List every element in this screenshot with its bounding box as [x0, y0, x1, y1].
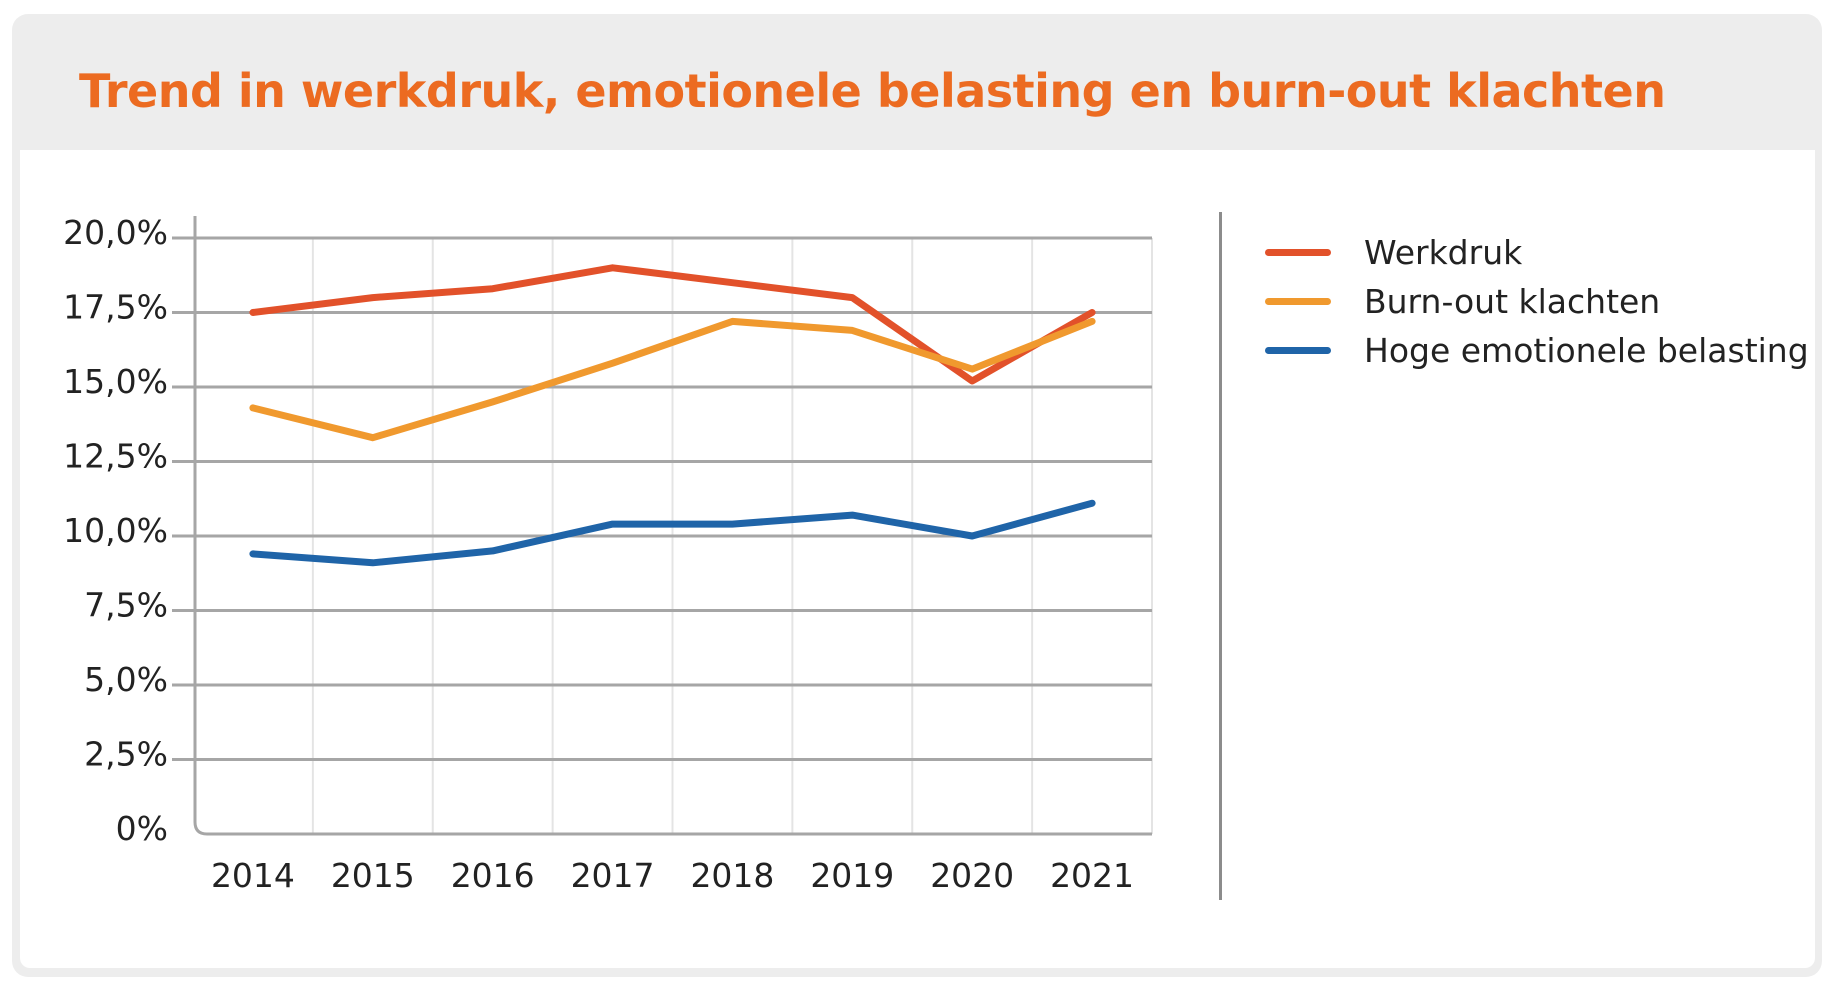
legend-item-burn-out-klachten: Burn-out klachten — [1265, 277, 1809, 326]
series-line-burn-out-klachten — [249, 317, 1096, 442]
x-tick-label: 2015 — [331, 856, 415, 895]
legend-swatch-hoge-emotionele-belasting — [1265, 347, 1331, 354]
series-line-hoge-emotionele-belasting — [249, 499, 1096, 567]
y-tick-label: 17,5% — [63, 288, 168, 327]
y-tick-label: 15,0% — [63, 362, 168, 401]
y-tick-label: 20,0% — [63, 213, 168, 252]
y-tick-label: 2,5% — [84, 735, 168, 774]
x-tick-label: 2016 — [451, 856, 535, 895]
legend-divider — [1219, 212, 1222, 900]
chart-title: Trend in werkdruk, emotionele belasting … — [79, 64, 1666, 118]
legend-swatch-burn-out-klachten — [1265, 298, 1331, 305]
legend-label-hoge-emotionele-belasting: Hoge emotionele belasting — [1364, 331, 1809, 370]
x-tick-label: 2021 — [1050, 856, 1134, 895]
y-tick-label: 5,0% — [84, 660, 168, 699]
y-tick-label: 7,5% — [84, 586, 168, 625]
legend-swatch-werkdruk — [1265, 249, 1331, 256]
x-tick-label: 2019 — [810, 856, 894, 895]
legend-label-werkdruk: Werkdruk — [1364, 233, 1523, 272]
legend: Werkdruk Burn-out klachten Hoge emotione… — [1265, 228, 1809, 375]
x-tick-label: 2018 — [690, 856, 774, 895]
y-tick-label: 10,0% — [63, 511, 168, 550]
legend-label-burn-out-klachten: Burn-out klachten — [1364, 282, 1661, 321]
series-line-werkdruk — [249, 264, 1096, 385]
legend-item-hoge-emotionele-belasting: Hoge emotionele belasting — [1265, 326, 1809, 375]
chart-axis — [193, 216, 1152, 836]
x-tick-label: 2020 — [930, 856, 1014, 895]
x-tick-label: 2014 — [211, 856, 295, 895]
legend-item-werkdruk: Werkdruk — [1265, 228, 1809, 277]
x-tick-label: 2017 — [571, 856, 655, 895]
y-tick-label: 0% — [116, 809, 168, 848]
y-tick-label: 12,5% — [63, 437, 168, 476]
